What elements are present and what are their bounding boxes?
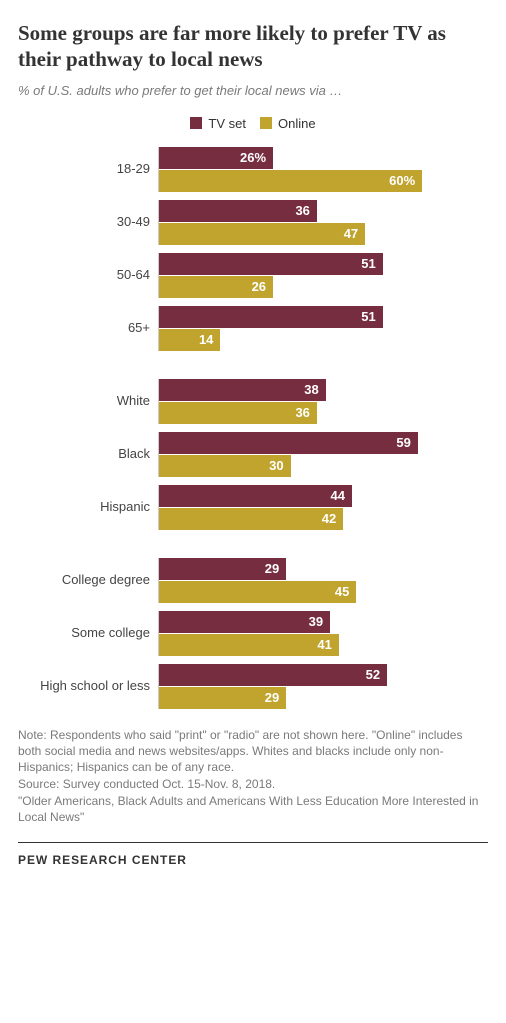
note-text: Note: Respondents who said "print" or "r… [18, 727, 488, 776]
bar-tv-value: 38 [304, 382, 318, 397]
chart-row: White 38 36 [18, 379, 488, 424]
legend-tv: TV set [190, 116, 246, 131]
bar-tv: 59 [159, 432, 488, 454]
bar-online: 42 [159, 508, 488, 530]
bar-online-value: 42 [322, 511, 336, 526]
bar-tv: 36 [159, 200, 488, 222]
bar-online: 47 [159, 223, 488, 245]
row-label: 65+ [18, 306, 158, 351]
chart-title: Some groups are far more likely to prefe… [18, 20, 488, 73]
row-label: High school or less [18, 664, 158, 709]
row-label: Some college [18, 611, 158, 656]
chart-row: Black 59 30 [18, 432, 488, 477]
bar-tv-value: 36 [295, 203, 309, 218]
legend-online-label: Online [278, 116, 316, 131]
bar-online: 36 [159, 402, 488, 424]
bar-tv-value: 51 [361, 309, 375, 324]
bar-online: 60% [159, 170, 488, 192]
bar-online: 45 [159, 581, 488, 603]
bar-tv-value: 29 [265, 561, 279, 576]
bar-tv: 26% [159, 147, 488, 169]
chart-group: White 38 36 Black 59 30 Hispanic 44 42 [18, 379, 488, 530]
footer-divider [18, 842, 488, 843]
bar-tv: 44 [159, 485, 488, 507]
row-label: Black [18, 432, 158, 477]
legend-tv-label: TV set [208, 116, 246, 131]
bars-wrap: 36 47 [158, 200, 488, 245]
bars-wrap: 39 41 [158, 611, 488, 656]
bar-tv: 29 [159, 558, 488, 580]
chart-row: Some college 39 41 [18, 611, 488, 656]
row-label: College degree [18, 558, 158, 603]
bar-online: 30 [159, 455, 488, 477]
chart-row: 18-29 26% 60% [18, 147, 488, 192]
row-label: 50-64 [18, 253, 158, 298]
bar-tv: 39 [159, 611, 488, 633]
bar-tv: 51 [159, 306, 488, 328]
bars-wrap: 51 14 [158, 306, 488, 351]
bar-online-value: 30 [269, 458, 283, 473]
bars-wrap: 26% 60% [158, 147, 488, 192]
bar-online-value: 41 [317, 637, 331, 652]
bar-tv-value: 52 [366, 667, 380, 682]
bar-tv-value: 26% [240, 150, 266, 165]
row-label: 30-49 [18, 200, 158, 245]
bar-tv-value: 44 [331, 488, 345, 503]
bar-online-value: 29 [265, 690, 279, 705]
bar-online: 14 [159, 329, 488, 351]
chart-row: 50-64 51 26 [18, 253, 488, 298]
bars-wrap: 51 26 [158, 253, 488, 298]
legend-online: Online [260, 116, 316, 131]
bars-wrap: 38 36 [158, 379, 488, 424]
bar-online-value: 45 [335, 584, 349, 599]
bar-online-value: 60% [389, 173, 415, 188]
bar-tv-value: 59 [396, 435, 410, 450]
bar-online: 29 [159, 687, 488, 709]
source-text: Source: Survey conducted Oct. 15-Nov. 8,… [18, 776, 488, 792]
legend: TV set Online [18, 116, 488, 131]
chart-row: Hispanic 44 42 [18, 485, 488, 530]
bar-online-value: 36 [295, 405, 309, 420]
reference-text: "Older Americans, Black Adults and Ameri… [18, 793, 488, 825]
bar-tv: 52 [159, 664, 488, 686]
bar-online: 26 [159, 276, 488, 298]
row-label: 18-29 [18, 147, 158, 192]
bar-online: 41 [159, 634, 488, 656]
footer-attribution: PEW RESEARCH CENTER [18, 853, 488, 867]
bar-tv: 38 [159, 379, 488, 401]
chart-row: High school or less 52 29 [18, 664, 488, 709]
chart-notes: Note: Respondents who said "print" or "r… [18, 727, 488, 826]
bar-chart: 18-29 26% 60% 30-49 36 47 50-64 51 26 65+ 51 14 Whit… [18, 147, 488, 709]
bar-online-value: 47 [344, 226, 358, 241]
bar-online-value: 26 [252, 279, 266, 294]
bars-wrap: 52 29 [158, 664, 488, 709]
bar-tv-value: 51 [361, 256, 375, 271]
row-label: Hispanic [18, 485, 158, 530]
chart-group: College degree 29 45 Some college 39 41 High s… [18, 558, 488, 709]
chart-group: 18-29 26% 60% 30-49 36 47 50-64 51 26 65+ 51 14 [18, 147, 488, 351]
bars-wrap: 29 45 [158, 558, 488, 603]
bars-wrap: 44 42 [158, 485, 488, 530]
bar-online-value: 14 [199, 332, 213, 347]
chart-row: 65+ 51 14 [18, 306, 488, 351]
bar-tv-value: 39 [309, 614, 323, 629]
row-label: White [18, 379, 158, 424]
chart-row: College degree 29 45 [18, 558, 488, 603]
legend-online-swatch [260, 117, 272, 129]
bar-tv: 51 [159, 253, 488, 275]
chart-row: 30-49 36 47 [18, 200, 488, 245]
bars-wrap: 59 30 [158, 432, 488, 477]
legend-tv-swatch [190, 117, 202, 129]
chart-subtitle: % of U.S. adults who prefer to get their… [18, 83, 488, 98]
